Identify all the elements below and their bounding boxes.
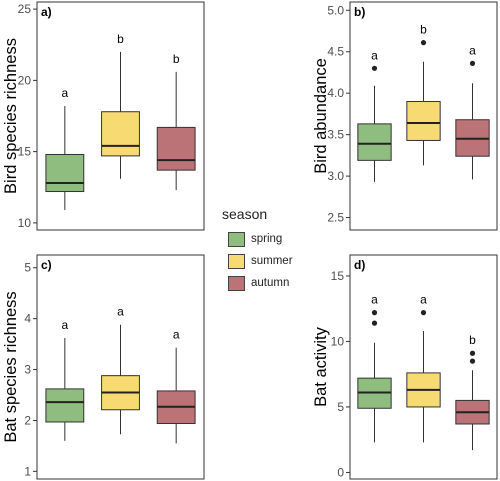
outlier-point bbox=[371, 310, 378, 316]
y-axis-label: Bat species richness bbox=[2, 291, 20, 442]
y-tick-label: 15 bbox=[331, 269, 345, 283]
y-tick-label: 2 bbox=[24, 413, 31, 427]
box-spring: a bbox=[45, 318, 85, 441]
y-axis-label: Bat activity bbox=[312, 326, 330, 407]
legend-item-autumn: autumn bbox=[222, 272, 317, 294]
y-tick-label: 3.0 bbox=[327, 169, 344, 183]
legend: season spring summer autumn bbox=[222, 206, 317, 294]
legend-title: season bbox=[222, 206, 268, 222]
box-autumn: a bbox=[156, 328, 196, 444]
box-spring: a bbox=[357, 293, 392, 443]
plot-frame bbox=[36, 254, 205, 480]
y-tick-label: 0 bbox=[337, 465, 344, 479]
legend-swatch-autumn bbox=[228, 275, 245, 291]
legend-swatch-spring bbox=[228, 231, 245, 247]
outlier-point bbox=[371, 65, 378, 71]
panel-1: 10 15 20 25 Bird species richness a) a b b bbox=[2, 1, 205, 231]
box-autumn: a bbox=[455, 43, 490, 180]
y-tick-label: 5 bbox=[337, 400, 344, 414]
y-tick-label: 10 bbox=[331, 334, 345, 348]
significance-letter: a bbox=[61, 86, 68, 100]
y-tick-label: 2.5 bbox=[327, 211, 344, 225]
legend-item-spring: spring bbox=[222, 228, 317, 250]
significance-letter: a bbox=[371, 293, 378, 307]
outlier-point bbox=[420, 310, 427, 316]
panel-2: 2.5 3.0 3.5 4.0 4.5 5.0 Bird abundance b) a b a bbox=[312, 1, 498, 231]
y-tick-label: 3 bbox=[24, 363, 31, 377]
significance-letter: b bbox=[117, 32, 124, 46]
y-tick-label: 15 bbox=[18, 145, 32, 159]
y-tick-label: 5.0 bbox=[327, 3, 344, 17]
y-tick-label: 25 bbox=[18, 2, 32, 16]
legend-label-autumn: autumn bbox=[251, 277, 290, 289]
significance-letter: a bbox=[469, 43, 476, 57]
significance-letter: a bbox=[420, 293, 427, 307]
outlier-point bbox=[469, 358, 476, 364]
y-tick-label: 3.5 bbox=[327, 128, 344, 142]
significance-letter: a bbox=[371, 48, 378, 62]
panel-label: b) bbox=[354, 5, 365, 19]
y-tick-label: 5 bbox=[24, 261, 31, 275]
y-tick-label: 20 bbox=[18, 73, 32, 87]
box-body bbox=[45, 388, 85, 423]
box-body bbox=[406, 100, 441, 141]
box-autumn: b bbox=[455, 333, 490, 451]
box-summer: b bbox=[101, 32, 140, 179]
box-spring: a bbox=[357, 48, 392, 182]
legend-label-spring: spring bbox=[251, 233, 283, 245]
significance-letter: a bbox=[173, 328, 180, 342]
box-body bbox=[45, 153, 85, 193]
y-tick-label: 4.0 bbox=[327, 86, 344, 100]
outlier-point bbox=[420, 40, 427, 46]
plot-frame bbox=[349, 254, 498, 480]
y-axis-label: Bird abundance bbox=[312, 58, 330, 174]
legend-item-summer: summer bbox=[222, 250, 317, 272]
box-summer: b bbox=[406, 23, 441, 166]
outlier-point bbox=[469, 60, 476, 66]
panel-label: d) bbox=[354, 258, 365, 272]
significance-letter: b bbox=[420, 23, 427, 37]
box-autumn: b bbox=[156, 52, 196, 191]
box-summer: a bbox=[101, 305, 140, 435]
box-body bbox=[156, 126, 196, 171]
y-tick-label: 4 bbox=[24, 312, 31, 326]
box-body bbox=[101, 111, 140, 157]
significance-letter: a bbox=[117, 305, 124, 319]
plot-frame bbox=[36, 1, 205, 231]
panel-4: 0 5 10 15 Bat activity d) a a b bbox=[312, 254, 498, 480]
y-tick-label: 4.5 bbox=[327, 45, 344, 59]
legend-label-summer: summer bbox=[251, 255, 293, 267]
panel-label: c) bbox=[41, 258, 52, 272]
legend-swatch-summer bbox=[228, 253, 245, 269]
significance-letter: a bbox=[61, 318, 68, 332]
outlier-point bbox=[371, 320, 378, 326]
panel-3: 1 2 3 4 5 Bat species richness c) a a a bbox=[2, 254, 205, 480]
box-body bbox=[357, 123, 392, 161]
outlier-point bbox=[469, 350, 476, 356]
plot-frame bbox=[349, 1, 498, 231]
y-tick-label: 1 bbox=[24, 464, 31, 478]
significance-letter: b bbox=[173, 52, 180, 66]
panel-label: a) bbox=[41, 5, 52, 19]
y-axis-label: Bird species richness bbox=[2, 38, 20, 194]
box-summer: a bbox=[406, 293, 441, 443]
y-tick-label: 10 bbox=[18, 216, 32, 230]
significance-letter: b bbox=[469, 333, 476, 347]
box-spring: a bbox=[45, 86, 85, 211]
